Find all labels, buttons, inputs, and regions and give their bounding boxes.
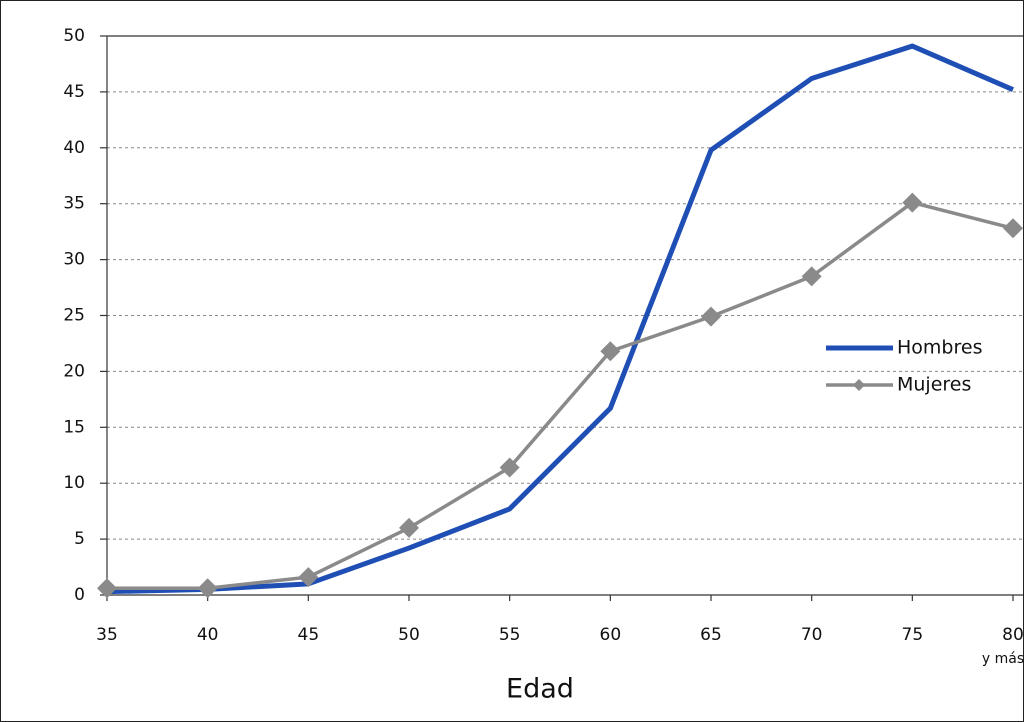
point-marker xyxy=(1003,218,1023,239)
point-marker xyxy=(97,578,117,599)
series-line xyxy=(107,200,1014,591)
point-marker xyxy=(399,517,419,538)
legend-label: Mujeres xyxy=(897,374,971,396)
y-tick-label: 15 xyxy=(63,417,85,437)
y-tick-label: 10 xyxy=(63,473,85,493)
x-tick-label: 45 xyxy=(298,625,320,645)
y-tick-label: 40 xyxy=(63,138,85,158)
x-axis-title: Edad xyxy=(506,674,574,705)
point-marker xyxy=(298,567,319,588)
x-tick-label: 55 xyxy=(499,625,521,645)
x-tick-label: 40 xyxy=(197,625,219,645)
y-tick-label: 50 xyxy=(63,26,85,46)
point-marker xyxy=(197,578,218,599)
x-tick-label: 50 xyxy=(398,625,420,645)
y-tick-label: 25 xyxy=(63,306,85,326)
x-tick-label: 70 xyxy=(801,625,823,645)
legend-label: Hombres xyxy=(897,337,982,359)
x-tick-label: 65 xyxy=(700,625,722,645)
y-tick-label: 30 xyxy=(63,250,85,270)
x-tick-label: 75 xyxy=(902,625,924,645)
x-tick-label: 80 xyxy=(1002,625,1024,645)
y-tick-label: 45 xyxy=(63,82,85,102)
y-tick-label: 35 xyxy=(63,194,85,214)
x-tick-label: 60 xyxy=(600,625,622,645)
x-tick-note: y más xyxy=(982,651,1024,667)
point-marker xyxy=(600,341,621,362)
x-tick-label: 35 xyxy=(96,625,118,645)
legend-marker xyxy=(853,379,865,391)
series-line xyxy=(106,43,1014,595)
point-marker xyxy=(902,192,923,213)
point-marker xyxy=(499,457,520,478)
y-tick-label: 20 xyxy=(63,361,85,381)
y-tick-label: 5 xyxy=(74,529,85,549)
point-marker xyxy=(701,306,721,327)
y-tick-label: 0 xyxy=(74,585,85,605)
point-marker xyxy=(801,266,822,287)
